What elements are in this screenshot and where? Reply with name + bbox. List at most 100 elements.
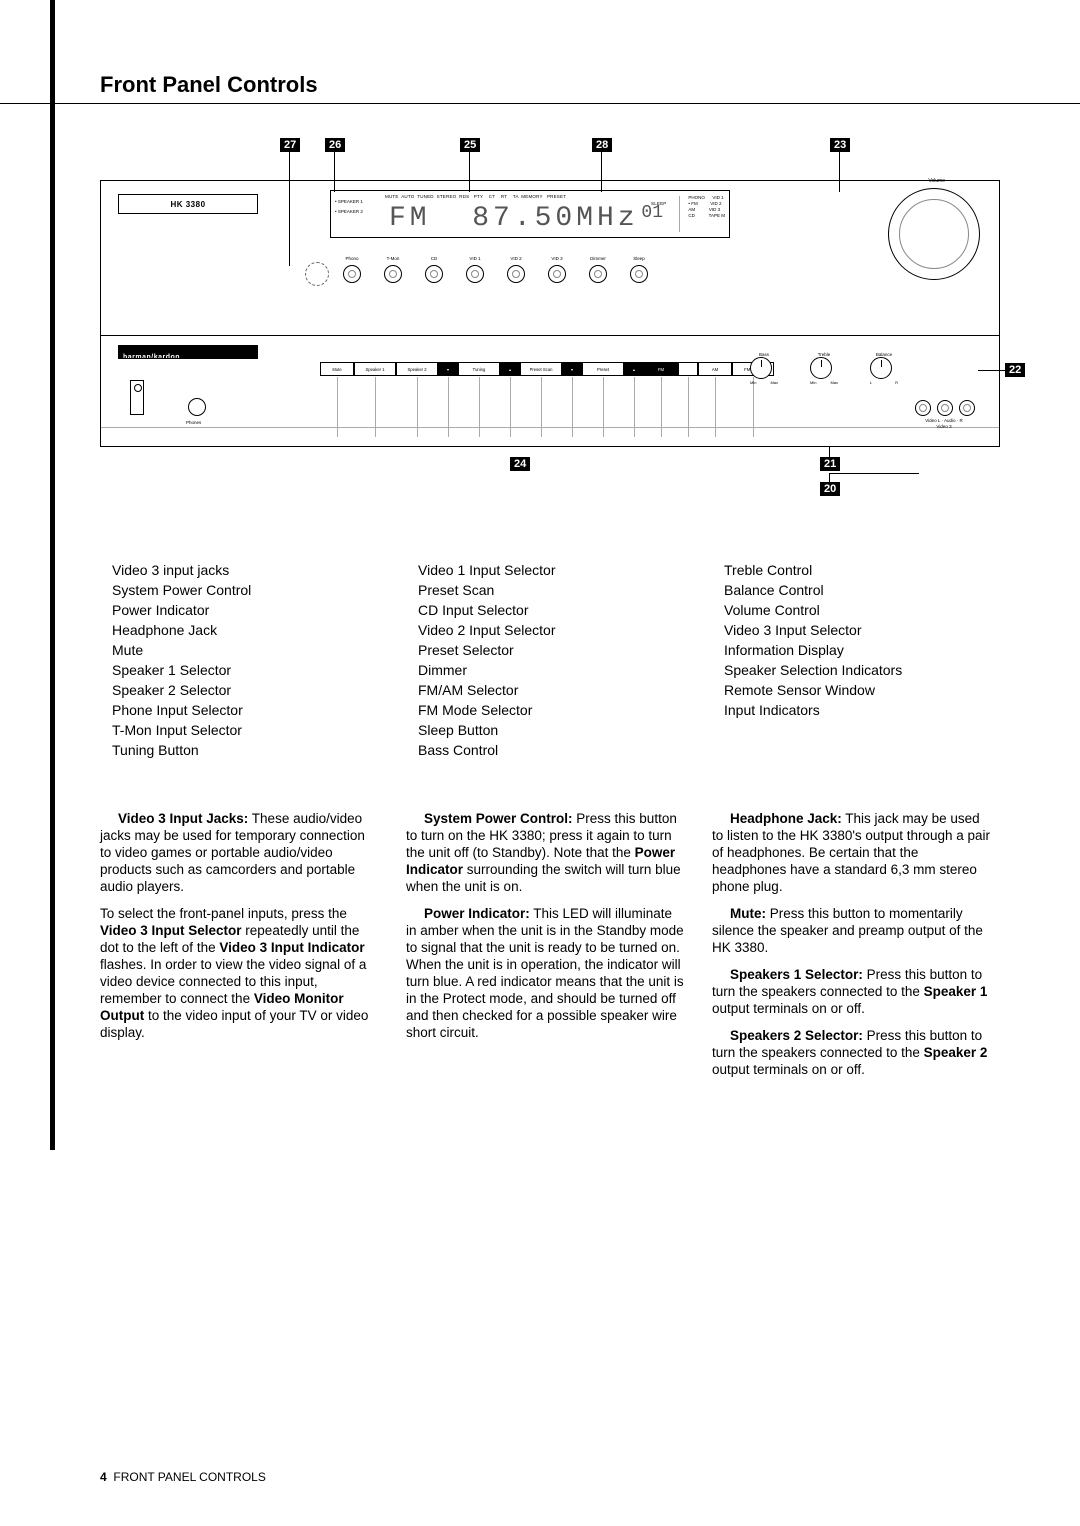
display-indicators: MUTE AUTO TUNED STEREO RDS PTY CT RT TA … (385, 194, 566, 199)
b: System Power Control: (424, 811, 573, 826)
vid1-selector: VID 1 (466, 265, 484, 283)
l: Balance (870, 352, 898, 357)
p: Video 3 Input Jacks: These audio/video j… (100, 810, 378, 895)
legend-item: Video 1 Input Selector (418, 560, 684, 580)
legend-item: T-Mon Input Selector (112, 720, 378, 740)
t: This LED will illuminate in amber when t… (406, 906, 684, 1040)
tick (479, 377, 480, 437)
callout-23: 23 (830, 138, 850, 152)
legend-item: Video 3 input jacks (112, 560, 378, 580)
panel-button: Mute (320, 362, 354, 376)
p: Power Indicator: This LED will illuminat… (406, 905, 684, 1041)
tick (375, 377, 376, 437)
legend-item: Remote Sensor Window (724, 680, 990, 700)
legend-item: Preset Scan (418, 580, 684, 600)
phones-label: Phones (186, 420, 201, 425)
callout-27: 27 (280, 138, 300, 152)
panel-button: Tuning (458, 362, 500, 376)
legend-item: Treble Control (724, 560, 990, 580)
legend-item: FM Mode Selector (418, 700, 684, 720)
footer-label: FRONT PANEL CONTROLS (113, 1470, 265, 1484)
legend-item: System Power Control (112, 580, 378, 600)
input-selector-row: Phono T-Mon CD VID 1 VID 2 VID 3 Dimmer … (343, 265, 648, 283)
legend-item: FM/AM Selector (418, 680, 684, 700)
body-text: Video 3 Input Jacks: These audio/video j… (100, 810, 990, 1088)
panel-button: AM (698, 362, 732, 376)
l: CD (431, 256, 438, 261)
p: System Power Control: Press this button … (406, 810, 684, 895)
sleep-selector: Sleep (630, 265, 648, 283)
legend-item: Information Display (724, 640, 990, 660)
l: T-Mon (387, 256, 400, 261)
legend-item: Tuning Button (112, 740, 378, 760)
l: Bass (750, 352, 778, 357)
callout-21: 21 (820, 457, 840, 471)
b: Video 3 Input Jacks: (118, 811, 248, 826)
lead (978, 370, 1005, 371)
t: output terminals on or off. (712, 1062, 865, 1077)
legend-columns: Video 3 input jacksSystem Power Control P… (112, 560, 990, 760)
legend-item: Video 3 Input Selector (724, 620, 990, 640)
t: To select the front-panel inputs, press … (100, 906, 347, 921)
tick (603, 377, 604, 437)
tmon-selector: T-Mon (384, 265, 402, 283)
t: output terminals on or off. (712, 1001, 865, 1016)
panel-button: Preset Scan (520, 362, 562, 376)
phones-jack (188, 398, 206, 416)
panel-button: Speaker 1 (354, 362, 396, 376)
p: Speakers 2 Selector: Press this button t… (712, 1027, 990, 1078)
tick (661, 377, 662, 437)
legend-item: Dimmer (418, 660, 684, 680)
callout-25: 25 (460, 138, 480, 152)
body-col-1: Video 3 Input Jacks: These audio/video j… (100, 810, 378, 1088)
panel-button: ▴ (624, 362, 644, 376)
treble-control: Treble MinMax (810, 352, 838, 385)
callout-20: 20 (820, 482, 840, 496)
b: Headphone Jack: (730, 811, 842, 826)
cd-selector: CD (425, 265, 443, 283)
bass-knob (750, 357, 772, 379)
tick (753, 377, 754, 437)
tick (510, 377, 511, 437)
panel-button: Speaker 2 (396, 362, 438, 376)
information-display: MUTE AUTO TUNED STEREO RDS PTY CT RT TA … (330, 190, 730, 238)
speaker1-ind: • SPEAKER 1 (335, 199, 363, 204)
audio-r-jack (959, 400, 975, 416)
left-vertical-rule (50, 0, 55, 1150)
power-indicator-ring (305, 262, 329, 286)
p: To select the front-panel inputs, press … (100, 905, 378, 1041)
model-label: HK 3380 (118, 194, 258, 214)
band: FM (389, 203, 431, 234)
b: Mute: (730, 906, 766, 921)
callout-22: 22 (1005, 363, 1025, 377)
phono-selector: Phono (343, 265, 361, 283)
disp-div (679, 196, 680, 232)
vid2-selector: VID 2 (507, 265, 525, 283)
b: Speaker 1 (924, 984, 988, 999)
button-row: MuteSpeaker 1Speaker 2▾Tuning▴Preset Sca… (320, 362, 774, 376)
p: Headphone Jack: This jack may be used to… (712, 810, 990, 895)
volume-label: Volume (928, 178, 945, 184)
bass-control: Bass Min Max (750, 352, 778, 385)
lead (829, 473, 919, 474)
audio-l-jack (937, 400, 953, 416)
min: Min (750, 380, 756, 385)
legend-item: Video 2 Input Selector (418, 620, 684, 640)
display-band: FM 87.50MHz (389, 203, 639, 234)
tick (541, 377, 542, 437)
headphone-icon (130, 380, 144, 415)
p: Speakers 1 Selector: Press this button t… (712, 966, 990, 1017)
brand-logo: harman/kardon (118, 345, 258, 359)
volume-knob (888, 188, 980, 280)
l: VID 3 (551, 256, 562, 261)
max: Max (770, 380, 778, 385)
panel-button: ▴ (500, 362, 520, 376)
page-content: Front Panel Controls (100, 72, 1000, 104)
body-col-3: Headphone Jack: This jack may be used to… (712, 810, 990, 1088)
l: VID 2 (510, 256, 521, 261)
l: Phono (345, 256, 358, 261)
tick (634, 377, 635, 437)
balance-control: Balance LR (870, 352, 898, 385)
r: R (895, 380, 898, 385)
legend-item: Sleep Button (418, 720, 684, 740)
